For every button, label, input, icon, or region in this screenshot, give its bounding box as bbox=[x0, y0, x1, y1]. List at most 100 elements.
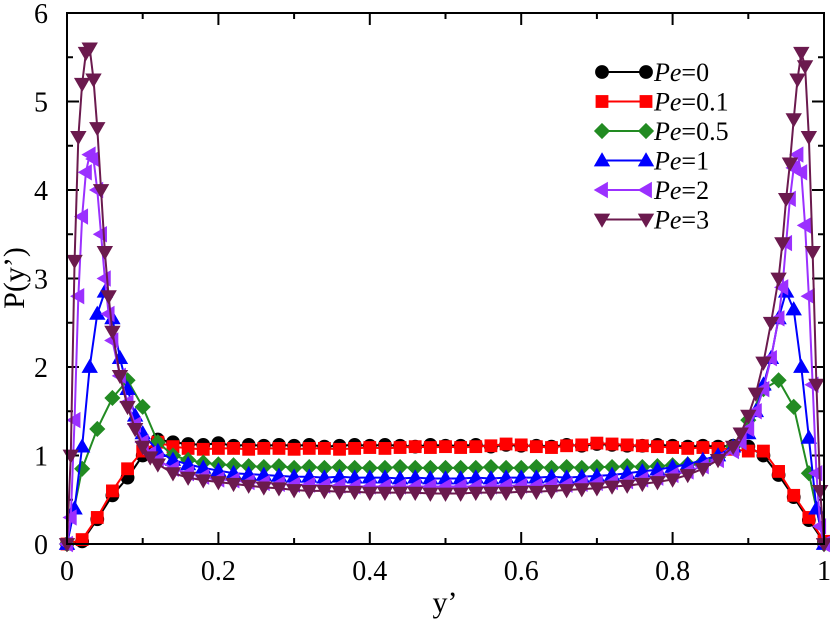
data-point-pe-0-5 bbox=[785, 398, 802, 415]
data-point-pe-0-5 bbox=[770, 372, 787, 389]
y-tick-label: 2 bbox=[34, 353, 48, 384]
data-point-pe-3 bbox=[740, 409, 757, 424]
legend-entry-pe-3: Pe=3 bbox=[593, 206, 709, 235]
data-point-pe-3 bbox=[467, 486, 484, 501]
data-point-pe-0-1 bbox=[408, 440, 422, 454]
data-point-pe-0-1 bbox=[363, 441, 377, 454]
x-tick-label: 0.2 bbox=[201, 556, 236, 587]
data-point-pe-0-1 bbox=[106, 484, 119, 498]
data-point-pe-3 bbox=[134, 440, 151, 455]
data-point-pe-0-1 bbox=[75, 533, 89, 546]
legend-label: Pe=0.5 bbox=[653, 117, 729, 146]
data-point-pe-3 bbox=[301, 484, 318, 500]
data-point-pe-3 bbox=[796, 60, 814, 75]
data-point-pe-1 bbox=[89, 305, 106, 320]
series-pe-1 bbox=[58, 283, 830, 550]
data-point-pe-0-1 bbox=[605, 437, 619, 451]
data-point-pe-0-1 bbox=[196, 442, 210, 456]
data-point-pe-3 bbox=[709, 454, 727, 469]
data-point-pe-1 bbox=[73, 438, 91, 453]
data-point-pe-3 bbox=[804, 246, 821, 261]
legend-label-prefix: Pe bbox=[653, 58, 681, 87]
legend-label: Pe=2 bbox=[653, 176, 709, 205]
data-point-pe-0-1 bbox=[423, 441, 437, 454]
data-point-pe-0-1 bbox=[439, 440, 452, 454]
data-point-pe-0-1 bbox=[317, 442, 331, 455]
x-tick-label: 0.6 bbox=[504, 556, 539, 587]
data-point-pe-3 bbox=[100, 290, 117, 305]
data-point-pe-3 bbox=[777, 192, 795, 208]
legend-label-suffix: =0.1 bbox=[681, 88, 728, 117]
data-point-pe-2 bbox=[62, 509, 77, 526]
data-point-pe-3 bbox=[407, 486, 424, 501]
data-point-pe-0-1 bbox=[787, 488, 801, 502]
legend-entry-pe-2: Pe=2 bbox=[593, 176, 709, 205]
legend: Pe=0Pe=0.1Pe=0.5Pe=1Pe=2Pe=3 bbox=[593, 58, 729, 235]
data-point-pe-0-5 bbox=[89, 420, 106, 438]
legend-label-suffix: =1 bbox=[681, 147, 709, 176]
data-point-pe-3 bbox=[225, 477, 242, 493]
data-point-pe-3 bbox=[781, 157, 799, 172]
data-point-pe-3 bbox=[361, 486, 378, 501]
series-line-pe-1 bbox=[66, 288, 825, 545]
data-point-pe-3 bbox=[664, 473, 681, 488]
data-point-pe-3 bbox=[785, 113, 802, 128]
data-point-pe-3 bbox=[634, 477, 651, 493]
data-point-pe-0-1 bbox=[757, 444, 770, 458]
data-point-pe-3 bbox=[391, 486, 409, 501]
legend-marker bbox=[593, 181, 608, 199]
data-point-pe-3 bbox=[497, 486, 515, 501]
x-axis-title: y’ bbox=[433, 586, 458, 619]
data-point-pe-0-1 bbox=[560, 439, 574, 453]
data-point-pe-1 bbox=[81, 358, 98, 373]
legend-marker bbox=[637, 152, 655, 167]
legend-marker bbox=[639, 65, 653, 79]
data-point-pe-0-1 bbox=[514, 438, 528, 452]
x-tick-label: 0.4 bbox=[352, 556, 387, 587]
data-point-pe-3 bbox=[164, 467, 182, 482]
legend-label: Pe=0 bbox=[653, 58, 709, 87]
data-point-pe-3 bbox=[179, 471, 197, 486]
data-point-pe-3 bbox=[85, 73, 102, 88]
data-point-pe-3 bbox=[793, 46, 810, 62]
x-tick-label: 1 bbox=[817, 556, 830, 587]
data-point-pe-0-1 bbox=[227, 442, 240, 455]
legend-marker bbox=[637, 122, 655, 140]
data-point-pe-0-1 bbox=[393, 441, 407, 454]
series-pe-0-1 bbox=[60, 435, 830, 551]
data-point-pe-3 bbox=[149, 458, 167, 473]
legend-label: Pe=0.1 bbox=[653, 88, 729, 117]
data-point-pe-0-1 bbox=[666, 441, 679, 454]
legend-label-suffix: =0.5 bbox=[681, 117, 728, 146]
legend-marker bbox=[639, 95, 653, 108]
legend-marker bbox=[595, 95, 609, 108]
data-point-pe-3 bbox=[762, 316, 780, 332]
data-point-pe-3 bbox=[573, 483, 590, 498]
data-point-pe-0-1 bbox=[272, 442, 286, 455]
data-point-pe-0-1 bbox=[575, 438, 589, 452]
data-point-pe-2 bbox=[792, 164, 808, 181]
data-point-pe-0-1 bbox=[287, 442, 301, 456]
data-point-pe-3 bbox=[70, 130, 87, 146]
data-point-pe-3 bbox=[770, 272, 787, 287]
data-point-pe-3 bbox=[111, 369, 129, 385]
data-point-pe-3 bbox=[96, 246, 114, 261]
legend-marker bbox=[595, 65, 609, 79]
legend-marker bbox=[593, 213, 611, 228]
data-point-pe-2 bbox=[77, 164, 92, 181]
legend-marker bbox=[637, 181, 652, 199]
legend-label-suffix: =3 bbox=[681, 206, 709, 235]
x-tick-label: 0.8 bbox=[655, 556, 690, 587]
data-point-pe-3 bbox=[210, 476, 227, 491]
data-point-pe-0-5 bbox=[74, 460, 91, 477]
data-point-pe-0-1 bbox=[378, 442, 392, 455]
data-point-pe-3 bbox=[89, 122, 106, 137]
data-point-pe-0-5 bbox=[134, 398, 151, 415]
legend-label-prefix: Pe bbox=[653, 88, 681, 117]
data-point-pe-0-1 bbox=[469, 440, 483, 454]
data-point-pe-0-1 bbox=[635, 439, 649, 453]
data-point-pe-0-1 bbox=[242, 442, 256, 456]
data-point-pe-2 bbox=[73, 208, 89, 225]
data-point-pe-3 bbox=[422, 487, 439, 502]
